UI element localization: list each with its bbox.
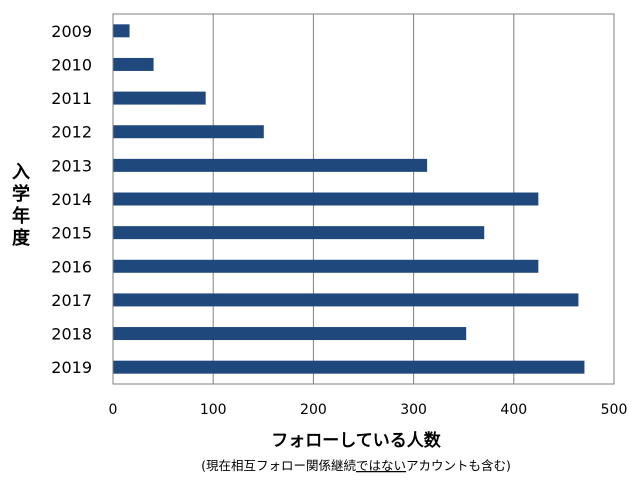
bar-2013: [113, 158, 428, 172]
y-tick-2018: 2018: [51, 325, 92, 344]
bar-2017: [113, 293, 579, 307]
x-axis-label: フォローしている人数: [271, 430, 441, 451]
y-axis-label-char: 入: [12, 162, 30, 183]
plot-area: [112, 13, 615, 385]
x-axis-note: (現在相互フォロー関係継続ではないアカウントも含む): [201, 458, 511, 473]
y-tick-2015: 2015: [51, 224, 92, 243]
x-tick-100: 100: [200, 402, 227, 418]
bar-2014: [113, 192, 539, 206]
bar-2009: [113, 24, 130, 38]
y-tick-2016: 2016: [51, 257, 92, 276]
x-tick-labels: 0 100 200 300 400 500: [109, 402, 628, 418]
bar-2015: [113, 226, 485, 240]
x-tick-300: 300: [400, 402, 427, 418]
y-axis-label-char: 学: [12, 183, 30, 205]
y-tick-2019: 2019: [51, 358, 92, 377]
bar-2016: [113, 259, 539, 273]
y-tick-2013: 2013: [51, 156, 92, 175]
y-axis-label-char: 度: [12, 227, 31, 249]
y-axis-label: 入学年度: [12, 162, 31, 249]
y-tick-2014: 2014: [51, 190, 92, 209]
bar-2010: [113, 57, 154, 71]
y-axis-label-char: 年: [12, 205, 30, 227]
x-axis-note-part-1: (現在相互フォロー関係継続: [201, 458, 356, 473]
x-tick-400: 400: [500, 402, 527, 418]
x-tick-0: 0: [109, 402, 118, 418]
bar-2012: [113, 125, 264, 139]
y-tick-2017: 2017: [51, 291, 92, 310]
x-axis-note-part-2: アカウントも含む): [406, 458, 511, 473]
x-axis-note-underlined: ではない: [356, 458, 406, 473]
bar-2018: [113, 327, 467, 341]
y-tick-2009: 2009: [51, 22, 92, 41]
y-tick-2012: 2012: [51, 123, 92, 142]
y-tick-labels: 2009 2010 2011 2012 2013 2014 2015 2016 2017 2018…: [51, 22, 92, 377]
y-tick-2010: 2010: [51, 55, 92, 74]
bar-2019: [113, 360, 585, 374]
x-tick-200: 200: [300, 402, 327, 418]
bar-2011: [113, 91, 206, 105]
bars: [113, 24, 585, 374]
y-tick-2011: 2011: [51, 89, 92, 108]
x-tick-500: 500: [601, 402, 628, 418]
